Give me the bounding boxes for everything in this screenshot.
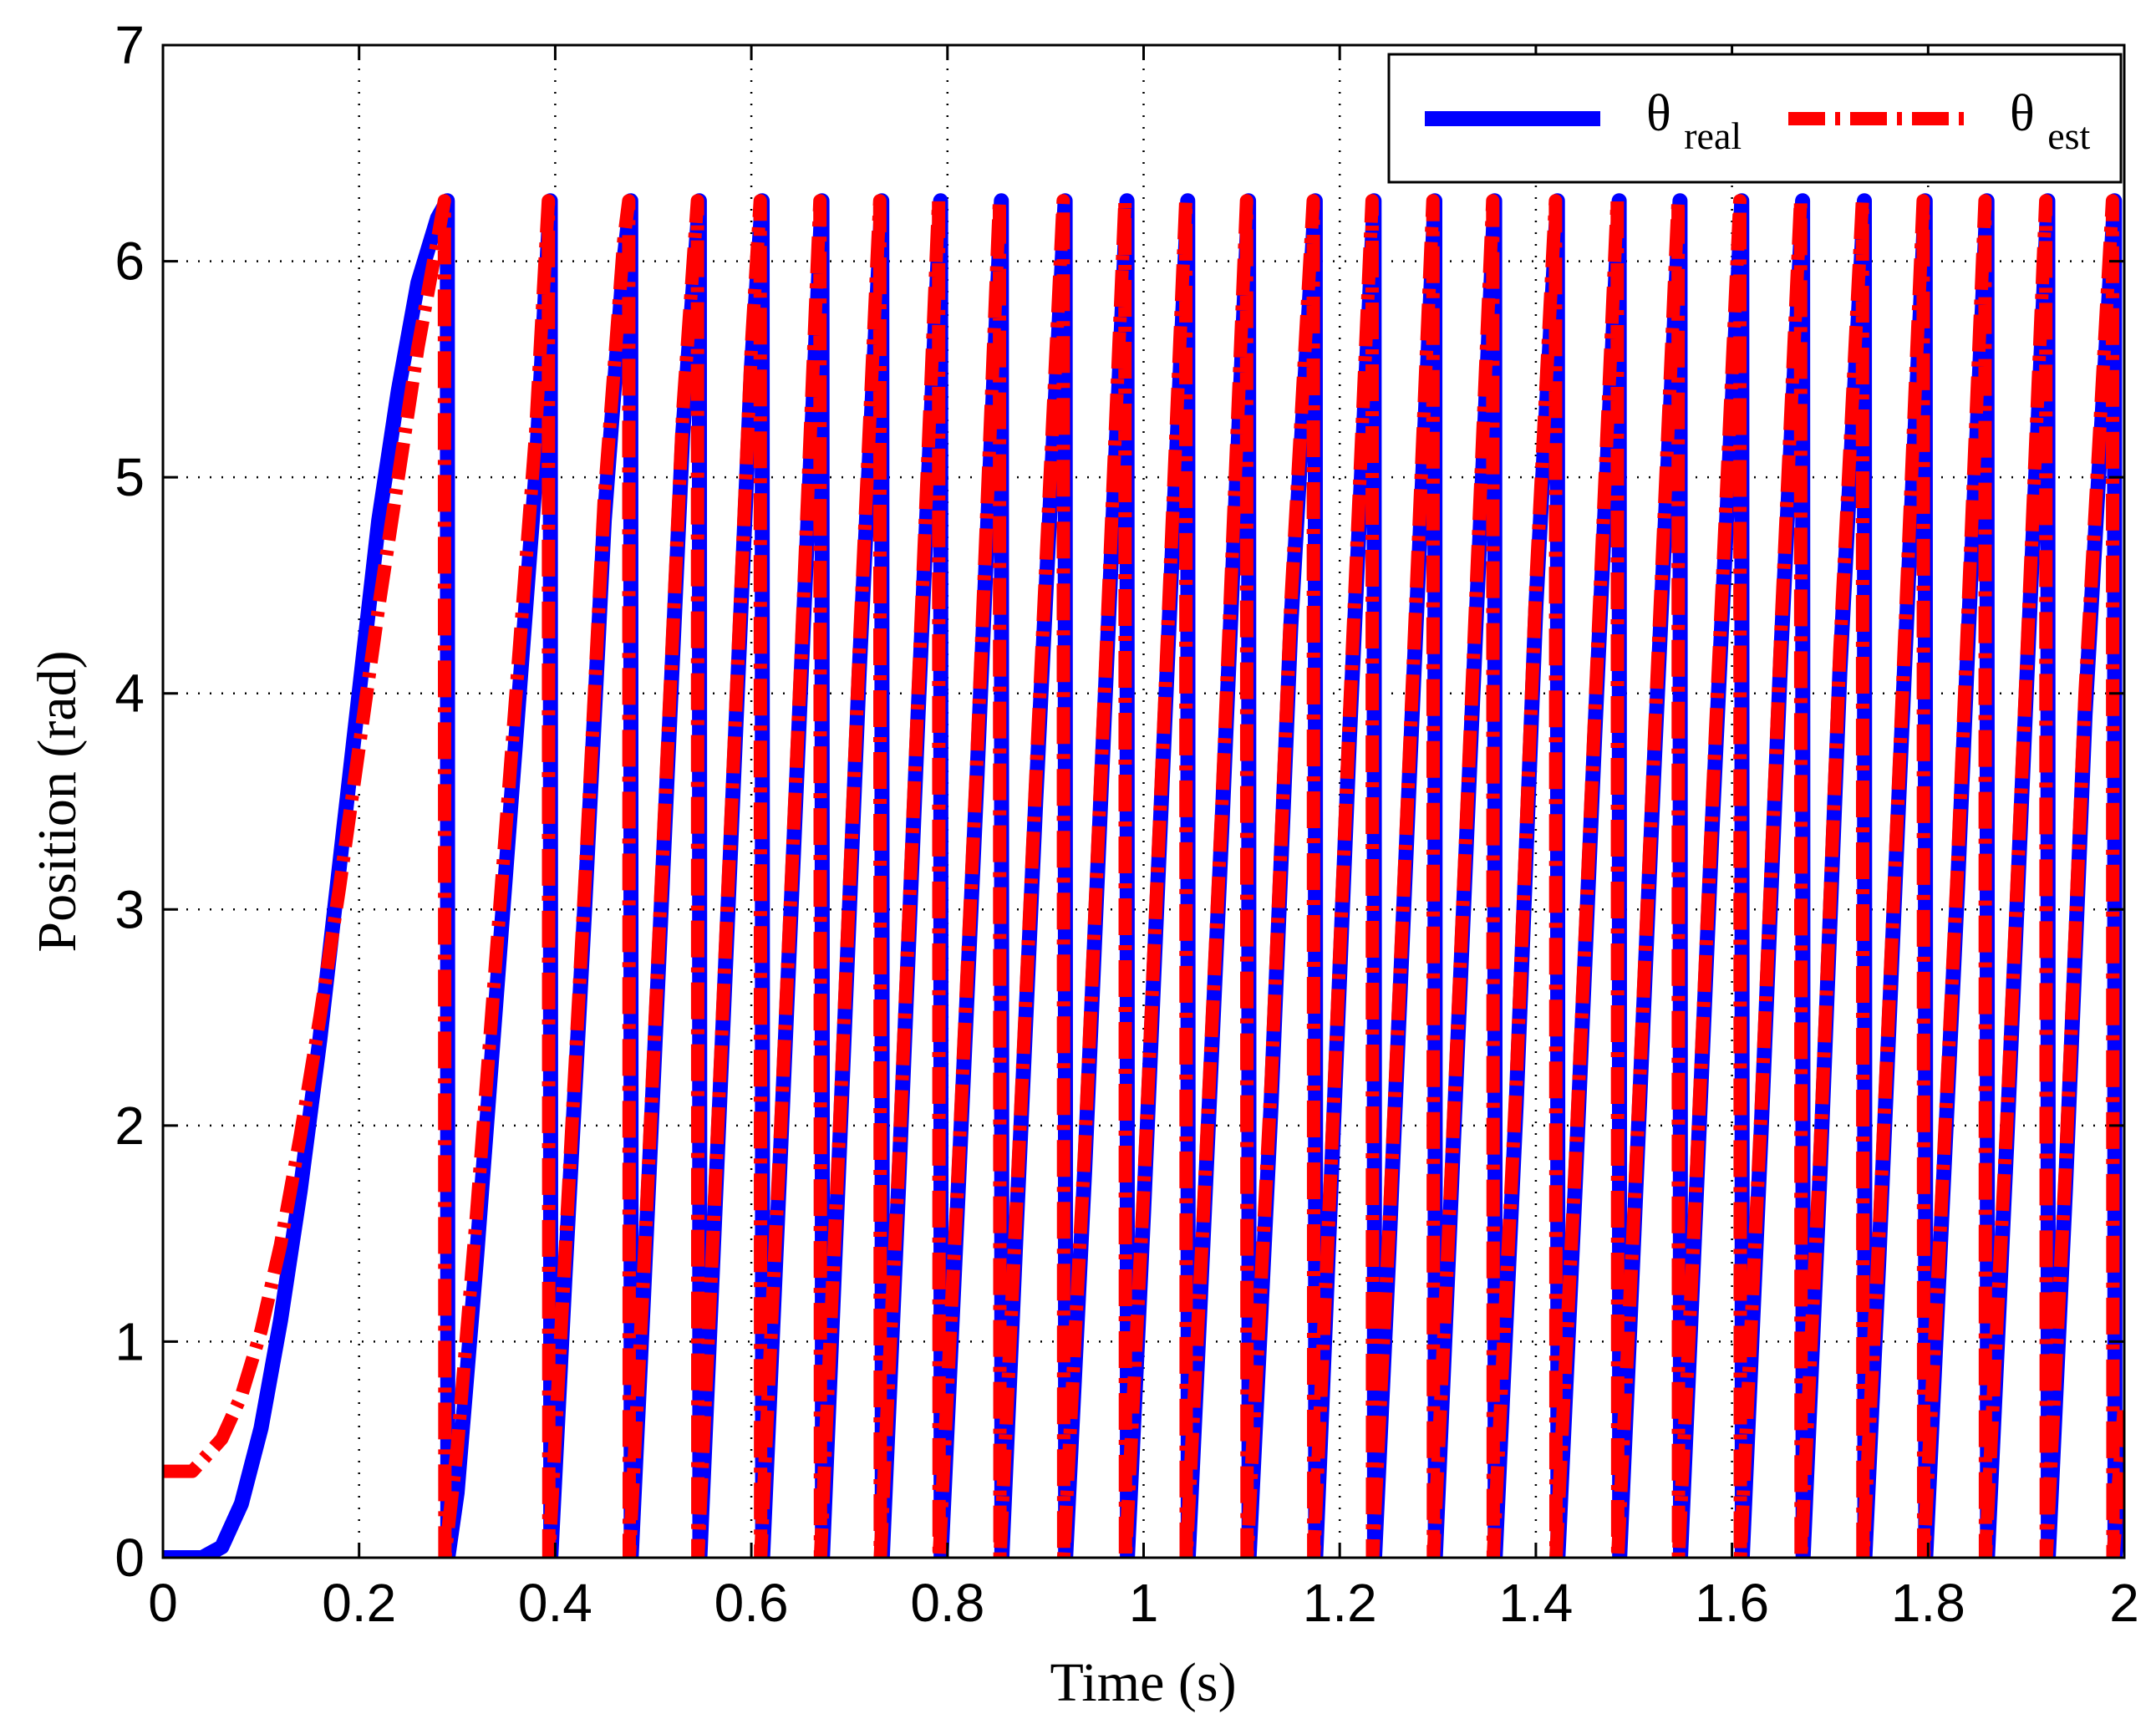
x-tick-label: 2 <box>2109 1573 2139 1633</box>
x-tick-label: 0.8 <box>910 1573 984 1633</box>
legend-box <box>1387 53 2123 184</box>
legend-label-theta-est: θ est <box>2010 85 2091 157</box>
x-tick-label: 1.8 <box>1891 1573 1965 1633</box>
y-tick-label: 4 <box>114 664 145 724</box>
x-axis-title: Time (s) <box>1050 1652 1236 1713</box>
legend: θ real θ est <box>1387 53 2123 184</box>
legend-label-theta-real: θ real <box>1646 85 1742 157</box>
legend-theta-real-subscript: real <box>1684 114 1742 157</box>
y-tick-label: 7 <box>114 15 145 75</box>
legend-theta-est-subscript: est <box>2047 114 2090 157</box>
y-tick-label: 5 <box>114 447 145 507</box>
x-tick-label: 1.2 <box>1303 1573 1377 1633</box>
x-tick-label: 1 <box>1129 1573 1159 1633</box>
series-line-theta-est <box>163 194 2124 1558</box>
y-tick-label: 0 <box>114 1528 145 1588</box>
y-tick-label: 6 <box>114 231 145 292</box>
legend-theta-est-symbol: θ <box>2010 85 2035 142</box>
series-layer <box>163 193 2124 1558</box>
y-axis-title: Position (rad) <box>27 650 88 952</box>
y-tick-label: 3 <box>114 879 145 939</box>
legend-theta-real-symbol: θ <box>1646 85 1671 142</box>
x-tick-label: 0.4 <box>518 1573 592 1633</box>
axis-ticks: 0 0.2 0.4 0.6 0.8 1 1.2 1.4 1.6 1.8 2 0 1 2 3 4 5 6 7 <box>114 15 2138 1633</box>
x-tick-label: 0 <box>148 1573 178 1633</box>
y-tick-label: 1 <box>114 1311 145 1371</box>
x-tick-label: 0.2 <box>322 1573 396 1633</box>
x-tick-label: 1.6 <box>1695 1573 1769 1633</box>
x-tick-label: 0.6 <box>714 1573 789 1633</box>
x-tick-label: 1.4 <box>1498 1573 1573 1633</box>
y-tick-label: 2 <box>114 1096 145 1156</box>
